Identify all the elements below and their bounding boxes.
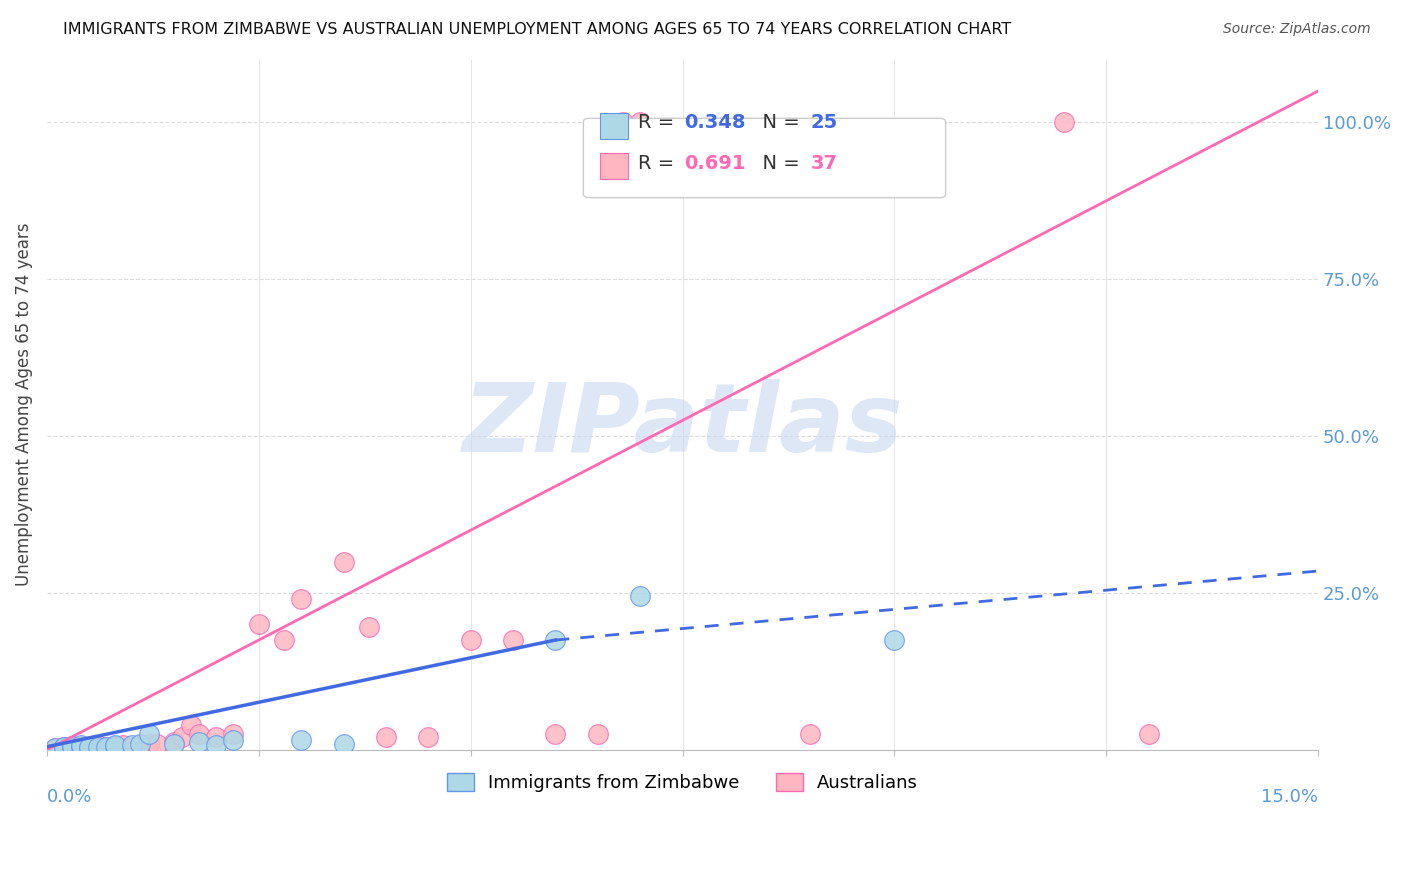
FancyBboxPatch shape <box>600 153 628 179</box>
Point <box>332 737 354 751</box>
Point <box>104 739 127 753</box>
Point <box>247 617 270 632</box>
Point <box>163 735 186 749</box>
Text: R =: R = <box>638 153 681 173</box>
Point <box>60 739 83 753</box>
Point <box>612 115 634 129</box>
Point <box>1053 115 1076 129</box>
Point <box>544 633 567 648</box>
Point <box>883 633 905 648</box>
Point <box>69 740 91 755</box>
Point <box>87 738 110 752</box>
Point <box>374 731 396 745</box>
Point <box>188 735 211 749</box>
Point <box>357 620 380 634</box>
Point <box>172 731 194 745</box>
Point <box>129 737 152 751</box>
Point <box>77 739 100 754</box>
Point <box>112 739 135 753</box>
Point <box>332 555 354 569</box>
Point <box>121 739 143 754</box>
Point <box>44 741 66 756</box>
Point <box>44 741 66 756</box>
Point <box>146 737 169 751</box>
Point <box>205 738 228 752</box>
Text: 25: 25 <box>811 113 838 132</box>
Point <box>87 740 110 755</box>
Point <box>222 727 245 741</box>
Point <box>460 633 482 648</box>
Point <box>96 739 118 754</box>
Text: R =: R = <box>638 113 681 132</box>
Point <box>60 739 83 753</box>
Point <box>96 740 118 755</box>
Point <box>544 727 567 741</box>
Point <box>180 718 202 732</box>
Text: Source: ZipAtlas.com: Source: ZipAtlas.com <box>1223 22 1371 37</box>
Point <box>418 731 440 745</box>
Point <box>138 727 160 741</box>
Point <box>52 740 75 755</box>
Point <box>290 733 312 747</box>
Point <box>60 741 83 756</box>
Text: N =: N = <box>749 153 806 173</box>
Point <box>69 739 91 754</box>
Point <box>586 727 609 741</box>
Point <box>273 633 295 648</box>
Text: IMMIGRANTS FROM ZIMBABWE VS AUSTRALIAN UNEMPLOYMENT AMONG AGES 65 TO 74 YEARS CO: IMMIGRANTS FROM ZIMBABWE VS AUSTRALIAN U… <box>63 22 1011 37</box>
Point <box>52 739 75 754</box>
Text: N =: N = <box>749 113 806 132</box>
Point <box>52 740 75 755</box>
Point <box>69 739 91 753</box>
Point <box>502 633 524 648</box>
Point <box>60 741 83 756</box>
Text: 15.0%: 15.0% <box>1261 788 1319 805</box>
Point <box>222 733 245 747</box>
Point <box>1137 727 1160 741</box>
Text: 0.0%: 0.0% <box>46 788 93 805</box>
FancyBboxPatch shape <box>583 119 946 198</box>
Point <box>104 738 127 752</box>
Point <box>121 739 143 753</box>
Point <box>163 737 186 751</box>
Point <box>628 115 651 129</box>
Text: 37: 37 <box>811 153 838 173</box>
Point <box>138 737 160 751</box>
Point <box>129 738 152 752</box>
FancyBboxPatch shape <box>600 112 628 139</box>
Point <box>77 740 100 755</box>
Point <box>290 592 312 607</box>
Point <box>628 589 651 603</box>
Point <box>77 741 100 756</box>
Y-axis label: Unemployment Among Ages 65 to 74 years: Unemployment Among Ages 65 to 74 years <box>15 223 32 586</box>
Point <box>188 727 211 741</box>
Point <box>87 739 110 754</box>
Point <box>205 731 228 745</box>
Point <box>799 727 821 741</box>
Legend: Immigrants from Zimbabwe, Australians: Immigrants from Zimbabwe, Australians <box>440 765 925 799</box>
Text: ZIPatlas: ZIPatlas <box>463 379 903 472</box>
Point <box>104 739 127 753</box>
Text: 0.348: 0.348 <box>683 113 745 132</box>
Text: 0.691: 0.691 <box>683 153 745 173</box>
